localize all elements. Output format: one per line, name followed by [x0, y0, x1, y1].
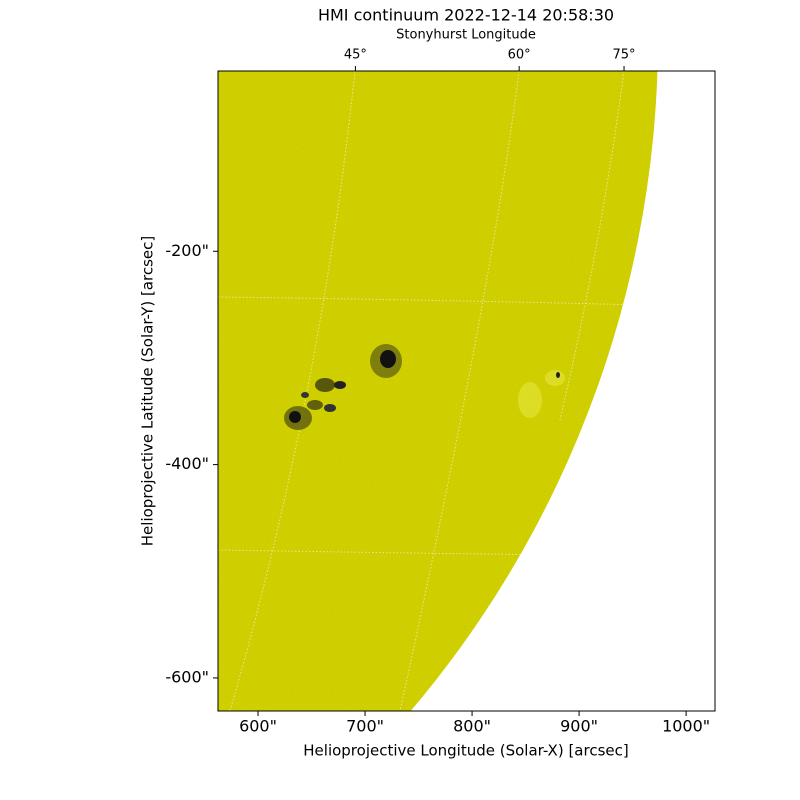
- sunspots: [284, 344, 565, 430]
- x-tick-label: 600": [239, 717, 277, 736]
- x-tick-label: 800": [453, 717, 491, 736]
- solar-image: [218, 71, 658, 711]
- top-tick-label: 75°: [613, 48, 636, 63]
- x-axis-label: Helioprojective Longitude (Solar-X) [arc…: [303, 742, 628, 760]
- top-tick-label: 60°: [508, 48, 531, 63]
- y-tick-label: -400": [165, 454, 209, 473]
- x-tick-label: 1000": [662, 717, 710, 736]
- x-tick-label: 700": [346, 717, 384, 736]
- top-axis-label: Stonyhurst Longitude: [396, 28, 536, 43]
- y-tick-label: -200": [165, 241, 209, 260]
- chart-title: HMI continuum 2022-12-14 20:58:30: [318, 6, 614, 25]
- x-tick-label: 900": [560, 717, 598, 736]
- y-tick-label: -600": [165, 667, 209, 686]
- axes-frame: [217, 70, 716, 712]
- top-tick-label: 45°: [344, 48, 367, 63]
- y-axis-label: Helioprojective Latitude (Solar-Y) [arcs…: [139, 236, 157, 546]
